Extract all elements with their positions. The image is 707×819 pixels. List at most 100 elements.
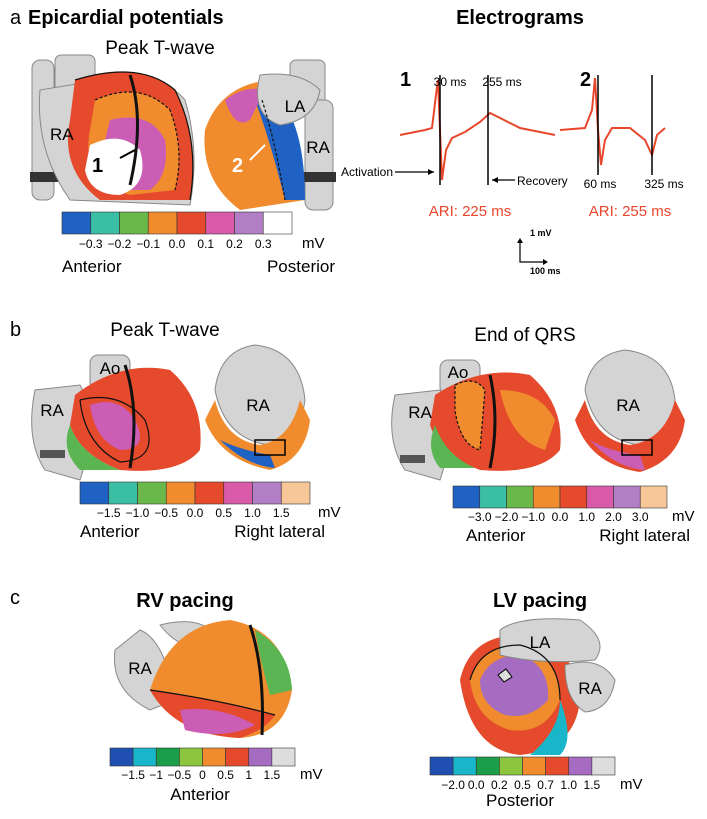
heart-label: 1 (92, 155, 103, 177)
colorbar-swatch (165, 481, 196, 505)
colorbar-swatch (176, 211, 207, 235)
colorbar-swatch (506, 485, 534, 509)
heart-lateral-b1 (205, 344, 310, 470)
colorbar-tick-label: 1.5 (584, 778, 601, 792)
colorbar-tick-label: 1 (245, 768, 252, 782)
colorbar-unit: mV (318, 504, 341, 521)
colorbar-swatch (591, 756, 616, 776)
heart-label: RA (616, 396, 640, 415)
colorbar-tick-label: −0.5 (168, 768, 192, 782)
colorbar-swatch (147, 211, 178, 235)
view-label: Anterior (466, 526, 526, 545)
colorbar-tick-label: −1.5 (121, 768, 145, 782)
colorbar-swatch (262, 211, 293, 235)
heart-lateral-b2 (575, 349, 685, 472)
colorbar-swatch (452, 485, 481, 509)
colorbar-swatch (280, 481, 311, 505)
heart-label: RA (246, 396, 270, 415)
colorbar-swatch (90, 211, 120, 235)
panel-subtitle: Peak T-wave (110, 320, 219, 341)
colorbar-tick-label: −2.0 (441, 778, 465, 792)
colorbar-tick-label: 3.0 (632, 510, 649, 524)
heart-anterior-b1 (31, 354, 201, 481)
colorbar-swatch (194, 481, 225, 505)
colorbar-tick-label: 0 (199, 768, 206, 782)
electrogram-label: 2 (580, 69, 591, 91)
heart-label: RA (408, 403, 432, 422)
view-label: Right lateral (234, 522, 325, 541)
colorbar-swatch (639, 485, 668, 509)
colorbar-tick-label: 0.5 (514, 778, 531, 792)
colorbar-tick-label: 0.5 (217, 768, 234, 782)
colorbar-tick-label: −1.0 (521, 510, 545, 524)
view-label: Posterior (267, 257, 335, 276)
panel-title: RV pacing (136, 590, 233, 612)
colorbar-tick-label: −1 (149, 768, 163, 782)
electrogram-label: 60 ms (584, 177, 617, 191)
colorbar-tick-label: 0.0 (169, 237, 186, 251)
colorbar-swatch (613, 485, 641, 509)
electrogram-label: 1 mV (530, 228, 552, 238)
colorbar-tick-label: 0.0 (187, 506, 204, 520)
colorbar-tick-label: 2.0 (605, 510, 622, 524)
colorbar-tick-label: −2.0 (495, 510, 519, 524)
electrogram-label: Activation (341, 165, 393, 179)
colorbar-tick-label: 0.1 (197, 237, 214, 251)
colorbar-swatch (109, 747, 134, 767)
colorbar-swatch (234, 211, 264, 235)
colorbar-swatch (79, 481, 110, 505)
colorbar-tick-label: 0.2 (491, 778, 508, 792)
colorbar-tick-label: −1.5 (97, 506, 121, 520)
colorbar-swatch (475, 756, 500, 776)
panel-title: Epicardial potentials (28, 7, 224, 29)
colorbar-tick-label: −3.0 (468, 510, 492, 524)
colorbar-tick-label: 0.5 (215, 506, 232, 520)
heart-label: RA (40, 401, 64, 420)
colorbar-swatch (248, 747, 273, 767)
heart-anterior-a (30, 54, 195, 206)
view-label: Anterior (80, 522, 140, 541)
heart-label: Ao (448, 363, 469, 382)
colorbar-tick-label: 1.5 (273, 506, 290, 520)
colorbar-swatch (137, 481, 167, 505)
colorbar-swatch (179, 747, 203, 767)
colorbar-tick-label: 1.0 (244, 506, 261, 520)
heart-label: RA (306, 138, 330, 157)
panel-subtitle: End of QRS (474, 325, 575, 346)
colorbar-tick-label: 1.0 (578, 510, 595, 524)
colorbar-swatch (586, 485, 614, 509)
heart-label: RA (578, 679, 602, 698)
colorbar-swatch (532, 485, 561, 509)
colorbar-tick-label: 0.0 (468, 778, 485, 792)
panel-title: LV pacing (493, 590, 587, 612)
heart-rv-pacing (113, 620, 292, 738)
colorbar-swatch (499, 756, 523, 776)
electrogram-label: 1 (400, 69, 411, 91)
colorbar-tick-label: 0.0 (552, 510, 569, 524)
panel-label: c (10, 587, 20, 609)
colorbar-tick-label: 0.3 (255, 237, 272, 251)
colorbar-tick-label: 0.2 (226, 237, 243, 251)
panel-label: b (10, 319, 21, 341)
colorbar-unit: mV (302, 235, 325, 252)
colorbar-tick-label: −0.2 (108, 237, 132, 251)
electrogram-traces (395, 75, 666, 265)
colorbar-tick-label: 0.7 (537, 778, 554, 792)
colorbar-swatch (545, 756, 570, 776)
electrogram-label: Recovery (517, 174, 568, 188)
colorbar-tick-label: −0.1 (136, 237, 160, 251)
heart-anterior-b2 (391, 359, 561, 481)
panel-title: Electrograms (456, 7, 584, 29)
colorbar-tick-label: −0.5 (154, 506, 178, 520)
colorbar-swatch (479, 485, 507, 509)
colorbar-swatch (155, 747, 180, 767)
colorbar-swatch (522, 756, 546, 776)
electrogram-label: ARI: 225 ms (429, 203, 512, 220)
colorbar-swatch (223, 481, 253, 505)
electrogram-label: 100 ms (530, 266, 561, 276)
colorbar-swatch (568, 756, 593, 776)
electrogram-label: 325 ms (644, 177, 683, 191)
colorbar-swatch (132, 747, 157, 767)
colorbar-swatch (108, 481, 138, 505)
